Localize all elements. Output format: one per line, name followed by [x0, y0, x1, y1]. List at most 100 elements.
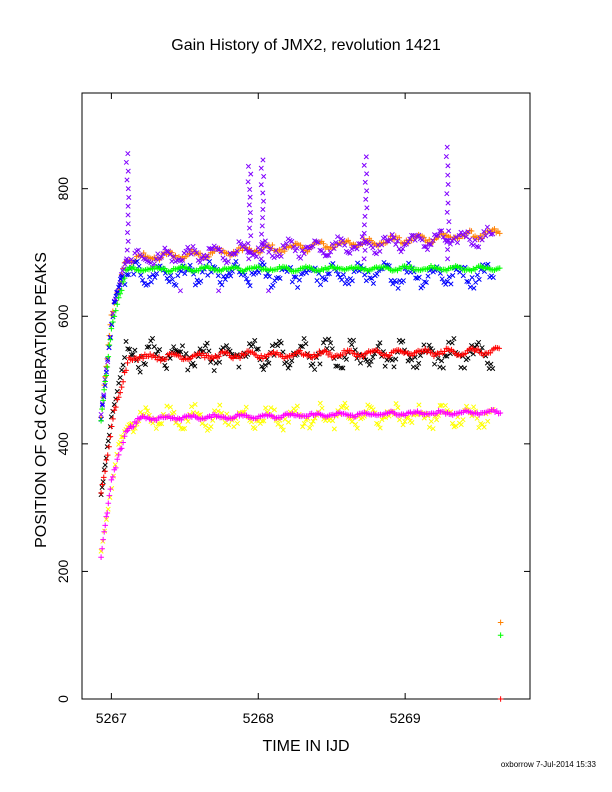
series-3-point — [289, 279, 295, 285]
series-2-point — [361, 222, 367, 228]
series-3-point — [469, 275, 475, 281]
series-7-point — [308, 421, 314, 427]
series-5-point — [213, 360, 219, 366]
series-2-point — [194, 250, 200, 256]
series-2-point — [467, 236, 473, 243]
series-5-point — [120, 362, 126, 368]
series-6-point — [100, 474, 107, 481]
series-2-point — [310, 243, 316, 249]
series-2-point — [265, 288, 272, 294]
y-tick-label: 0 — [55, 695, 71, 703]
series-2-point — [301, 251, 307, 257]
series-7-point — [449, 420, 455, 426]
series-3-point — [138, 272, 144, 278]
series-5-point — [116, 380, 122, 386]
series-3-point — [243, 276, 250, 282]
series-2-point — [428, 241, 434, 248]
series-1-point — [468, 228, 475, 234]
series-2-point — [216, 288, 222, 294]
series-6-point — [314, 352, 321, 358]
series-5-point — [223, 343, 230, 349]
series-2-point — [362, 179, 368, 185]
series-2-point — [247, 186, 253, 193]
series-2-point — [247, 210, 253, 216]
series-7-point — [430, 426, 436, 432]
series-3-point — [266, 273, 272, 280]
series-4-point — [108, 325, 115, 332]
series-7-point — [243, 404, 249, 410]
series-2-point — [260, 242, 267, 248]
series-6-point — [487, 350, 494, 356]
series-3-point — [446, 274, 452, 280]
series-4-point — [100, 397, 106, 404]
series-8-point — [102, 522, 109, 529]
series-2-point — [124, 256, 130, 262]
series-1-point — [320, 240, 327, 247]
series-7-point — [301, 420, 307, 427]
series-4-point — [118, 287, 125, 294]
series-5-point — [461, 365, 468, 371]
series-2-point — [125, 168, 131, 174]
series-2-point — [315, 239, 321, 246]
series-6-point — [112, 404, 119, 410]
x-tick-label: 5268 — [243, 710, 274, 726]
series-6-point — [107, 433, 114, 440]
series-5-point — [127, 346, 133, 352]
series-4-point — [105, 353, 112, 360]
series-5-point — [280, 349, 286, 355]
series-5-point — [431, 361, 438, 367]
series-4-point — [408, 264, 415, 270]
series-5-point — [409, 357, 415, 363]
series-5-point — [349, 342, 355, 348]
series-2-point — [165, 249, 171, 255]
y-tick-label: 600 — [55, 304, 71, 328]
series-3-point — [349, 278, 355, 284]
series-2-point — [215, 246, 221, 252]
series-2-point — [99, 401, 105, 407]
series-2-point — [202, 256, 208, 262]
series-7-point — [285, 419, 292, 425]
series-5-point — [375, 343, 381, 350]
series-7-point — [117, 439, 123, 445]
series-3-point — [219, 282, 225, 288]
series-5-point — [303, 341, 309, 347]
series-1-point — [281, 248, 288, 254]
series-6-point — [351, 350, 358, 357]
series-2-point — [445, 181, 451, 187]
series-3-point — [323, 277, 329, 283]
series-7-point — [342, 400, 348, 406]
series-7-point — [437, 403, 443, 409]
series-5-point — [370, 354, 376, 360]
series-7-point — [157, 421, 163, 427]
series-6-point — [140, 355, 146, 362]
series-2-point — [356, 241, 362, 247]
series-7-point — [280, 427, 286, 433]
series-3-point — [425, 273, 431, 279]
series-2-point — [347, 250, 353, 256]
series-2-point — [260, 215, 266, 221]
series-6-point — [462, 350, 469, 357]
series-5-point — [283, 359, 290, 365]
series-2-point — [289, 238, 295, 244]
series-2-point — [444, 209, 450, 215]
series-6-point — [436, 351, 443, 357]
series-3-point — [393, 279, 399, 285]
series-5-point — [298, 343, 304, 349]
series-7-point — [402, 418, 408, 425]
y-tick-label: 400 — [55, 432, 71, 456]
series-2-point — [479, 237, 485, 243]
footer-stamp: oxborrow 7-Jul-2014 15:33 — [500, 760, 596, 769]
series-2-point — [241, 242, 247, 248]
series-2-point — [445, 246, 451, 253]
series-3-point — [370, 280, 376, 286]
series-4-point — [121, 275, 128, 281]
series-6-point — [429, 350, 435, 356]
series-2-point — [246, 225, 253, 231]
series-7-point — [471, 404, 477, 410]
series-2-point — [264, 243, 270, 249]
series-7-point — [159, 421, 165, 427]
series-5-point — [340, 365, 346, 371]
series-7-point — [375, 421, 381, 427]
series-8-point — [105, 500, 112, 507]
series-7-point — [103, 516, 109, 522]
